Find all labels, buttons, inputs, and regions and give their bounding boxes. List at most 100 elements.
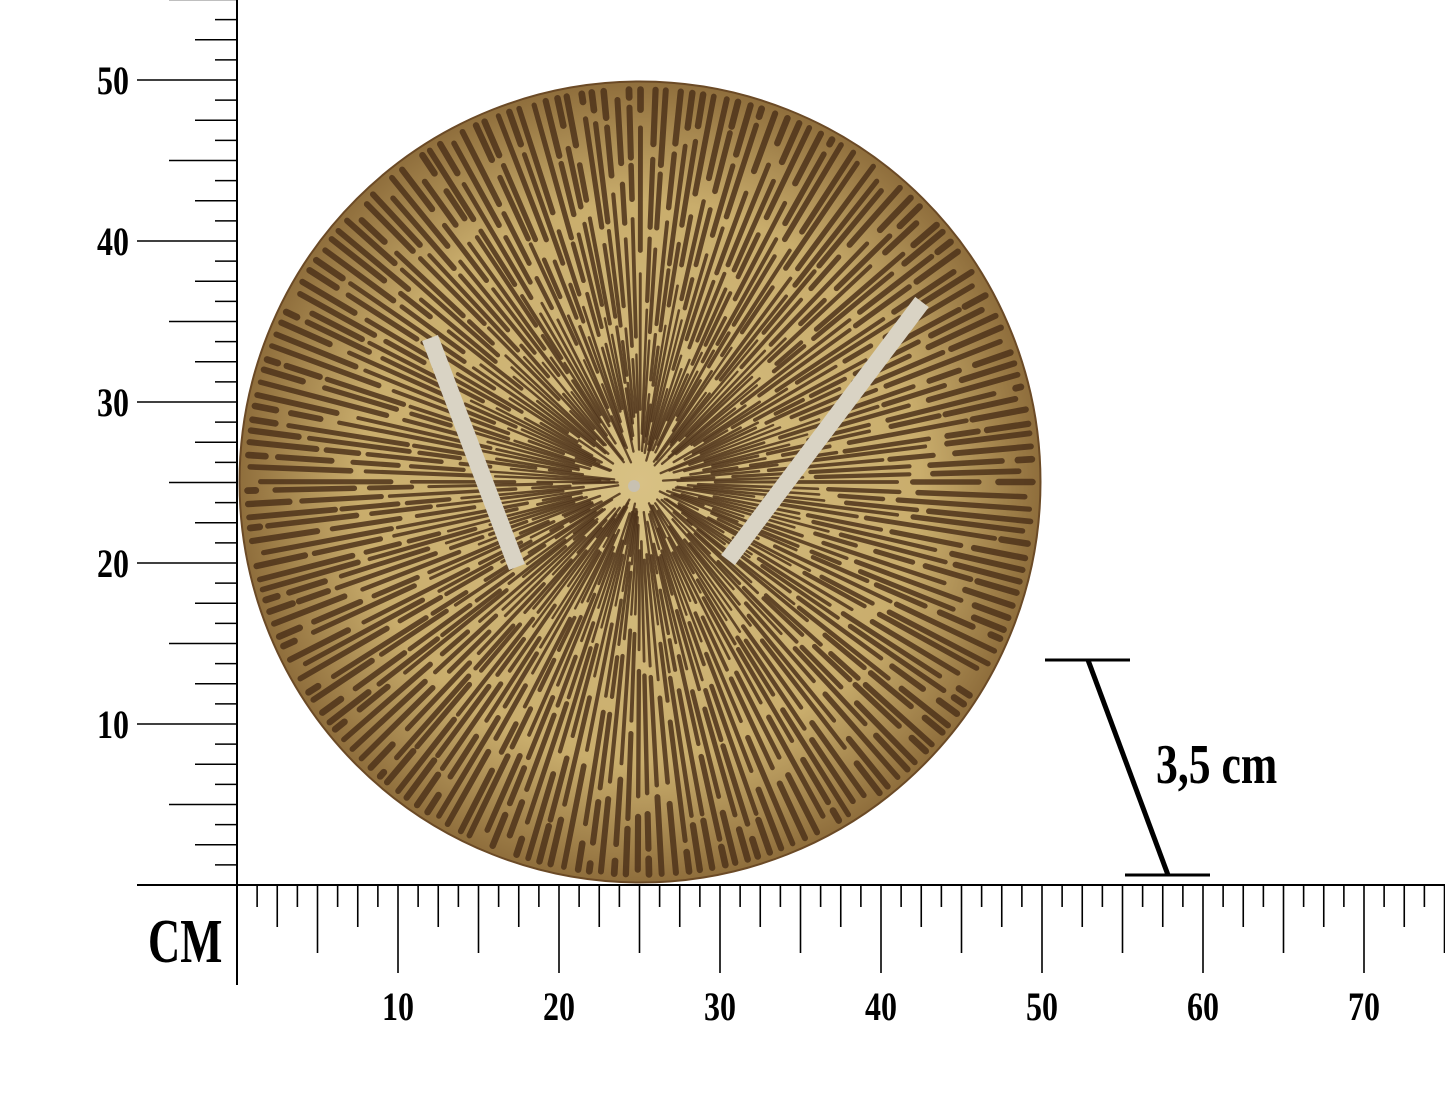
groove (658, 641, 670, 703)
groove (376, 636, 440, 687)
groove (418, 297, 498, 364)
groove (474, 235, 539, 328)
groove (501, 211, 532, 266)
groove (338, 546, 431, 579)
groove (606, 229, 623, 328)
groove (614, 507, 636, 607)
groove (286, 578, 328, 596)
groove (269, 343, 382, 389)
minute-hand (721, 296, 929, 566)
groove (656, 498, 712, 555)
groove (247, 464, 354, 474)
groove (649, 354, 683, 452)
groove (651, 504, 702, 594)
groove (566, 314, 610, 409)
groove (585, 291, 601, 337)
groove (367, 741, 396, 771)
groove (681, 511, 726, 546)
groove (369, 191, 423, 248)
groove (600, 87, 610, 121)
groove (702, 706, 738, 818)
groove (302, 597, 426, 667)
groove (326, 689, 372, 726)
groove (376, 768, 388, 780)
groove (863, 515, 998, 541)
groove (626, 381, 635, 425)
groove (669, 339, 759, 447)
groove (551, 505, 626, 620)
groove (679, 138, 699, 228)
groove (671, 253, 709, 371)
groove (764, 386, 842, 425)
groove (542, 97, 563, 159)
groove (472, 122, 496, 163)
groove (363, 469, 478, 478)
groove (523, 558, 573, 614)
groove (659, 554, 674, 596)
groove (936, 609, 976, 630)
groove (503, 535, 586, 618)
groove (306, 267, 340, 291)
groove (693, 532, 760, 595)
groove (451, 140, 502, 228)
groove (739, 297, 804, 370)
groove (703, 387, 789, 443)
groove (671, 518, 735, 591)
groove (486, 440, 591, 471)
groove (643, 324, 667, 455)
groove (453, 543, 547, 607)
groove (677, 504, 725, 534)
groove (611, 192, 626, 309)
groove (767, 264, 873, 364)
groove (958, 360, 1018, 384)
groove (397, 594, 444, 624)
groove (654, 220, 670, 327)
groove (270, 593, 348, 627)
groove (478, 545, 568, 623)
groove (463, 402, 518, 429)
groove (580, 533, 616, 604)
groove (838, 532, 948, 565)
groove (811, 271, 895, 342)
groove (678, 349, 767, 442)
groove (481, 118, 503, 159)
groove (666, 536, 731, 661)
groove (399, 166, 436, 213)
groove (495, 407, 603, 464)
groove (572, 508, 606, 535)
groove (735, 232, 761, 280)
groove (609, 655, 620, 699)
groove (399, 304, 466, 355)
groove (645, 553, 660, 682)
groove (535, 399, 596, 448)
groove (845, 735, 891, 790)
groove (404, 497, 452, 506)
groove (666, 489, 745, 518)
groove (603, 317, 635, 453)
groove (671, 551, 698, 604)
groove (650, 284, 679, 423)
groove (771, 344, 807, 374)
groove (262, 592, 281, 604)
groove (740, 318, 852, 406)
groove (595, 506, 622, 539)
groove (345, 292, 420, 342)
groove (910, 514, 1026, 534)
groove (247, 427, 302, 440)
groove (873, 732, 911, 773)
groove (749, 835, 762, 860)
groove (661, 476, 716, 482)
groove (458, 259, 537, 355)
groove (915, 489, 1028, 500)
groove (556, 229, 582, 297)
y-tick-label: 40 (97, 220, 129, 264)
groove (257, 379, 390, 418)
groove (657, 87, 669, 168)
groove (426, 147, 477, 223)
groove (657, 556, 689, 671)
groove (735, 635, 776, 697)
groove (529, 500, 603, 539)
groove (636, 668, 642, 799)
groove (347, 350, 454, 401)
groove (778, 120, 803, 166)
